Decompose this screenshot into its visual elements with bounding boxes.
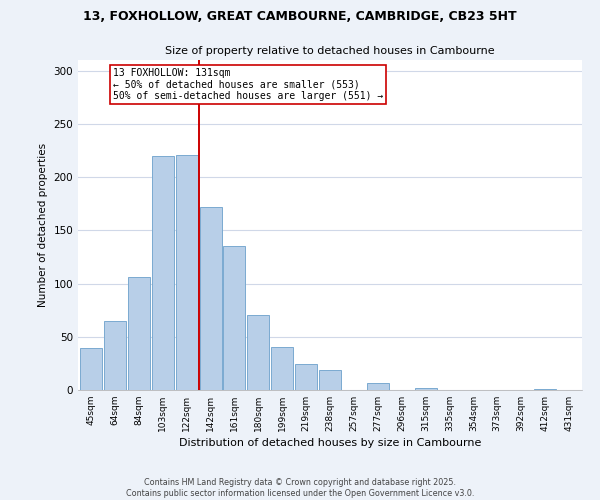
Title: Size of property relative to detached houses in Cambourne: Size of property relative to detached ho…	[165, 46, 495, 56]
Text: 13 FOXHOLLOW: 131sqm
← 50% of detached houses are smaller (553)
50% of semi-deta: 13 FOXHOLLOW: 131sqm ← 50% of detached h…	[113, 68, 383, 102]
Y-axis label: Number of detached properties: Number of detached properties	[38, 143, 48, 307]
Bar	[319, 370, 341, 390]
Bar	[247, 316, 269, 390]
Bar	[534, 389, 556, 390]
Text: 13, FOXHOLLOW, GREAT CAMBOURNE, CAMBRIDGE, CB23 5HT: 13, FOXHOLLOW, GREAT CAMBOURNE, CAMBRIDG…	[83, 10, 517, 23]
Bar	[104, 321, 126, 390]
Bar	[223, 246, 245, 390]
X-axis label: Distribution of detached houses by size in Cambourne: Distribution of detached houses by size …	[179, 438, 481, 448]
Bar	[415, 388, 437, 390]
Bar	[271, 348, 293, 390]
Bar	[80, 348, 102, 390]
Bar	[367, 382, 389, 390]
Text: Contains HM Land Registry data © Crown copyright and database right 2025.
Contai: Contains HM Land Registry data © Crown c…	[126, 478, 474, 498]
Bar	[200, 207, 221, 390]
Bar	[152, 156, 174, 390]
Bar	[128, 277, 150, 390]
Bar	[295, 364, 317, 390]
Bar	[176, 154, 197, 390]
